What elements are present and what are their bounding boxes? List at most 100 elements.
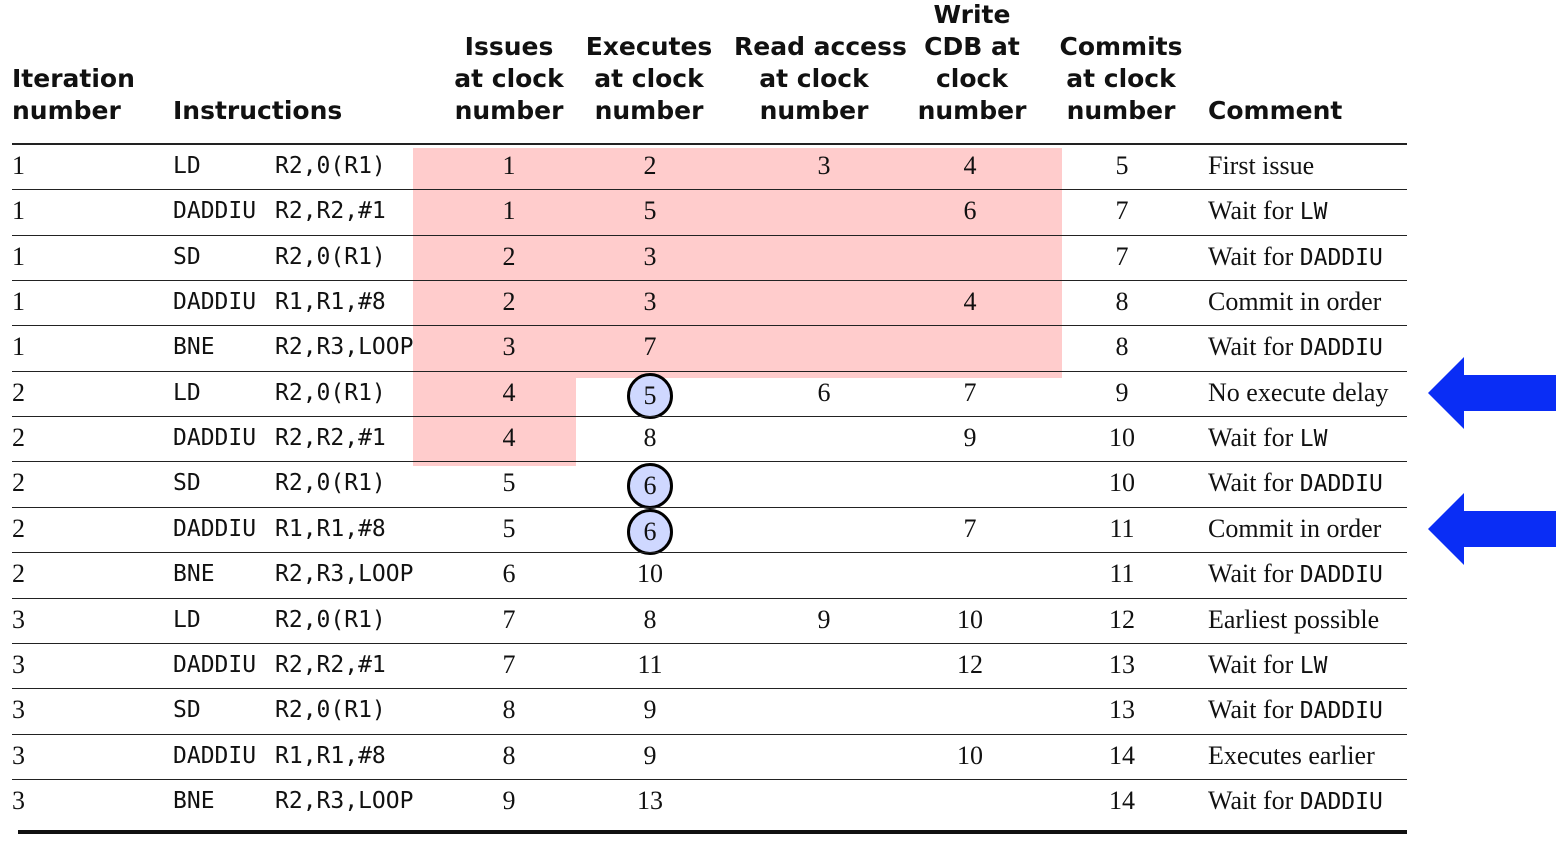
comment-text: Executes earlier: [1208, 740, 1375, 770]
write-cdb-cell: [930, 325, 1010, 369]
iteration-cell: 2: [12, 423, 25, 453]
opcode-cell: SD: [173, 697, 201, 724]
opcode-cell: LD: [173, 153, 201, 179]
commits-cell: 10: [1109, 423, 1135, 453]
operands-cell: R1,R1,#8: [275, 515, 386, 542]
comment-text: Wait for: [1208, 468, 1300, 498]
operands-cell: R2,R2,#1: [275, 425, 386, 452]
opcode-cell: DADDIU: [173, 515, 257, 542]
read-access-cell: [784, 461, 864, 505]
comment-code: DADDIU: [1299, 471, 1383, 498]
commits-cell: 7: [1115, 196, 1129, 226]
executes-cell: 2: [643, 151, 657, 180]
comment-text: Wait for: [1208, 332, 1300, 362]
row-rule: [12, 416, 1407, 417]
header-iteration: Iteration number: [12, 64, 135, 125]
write-cdb-cell: 12: [957, 649, 983, 679]
issues-cell: 6: [502, 559, 516, 589]
write-cdb-cell: [930, 688, 1010, 732]
commits-cell: 8: [1115, 332, 1129, 362]
table-row: 2 SD R2,0(R1) 5 10 6 Wait for DADDIU: [0, 461, 1567, 510]
executes-circled-cell: 6: [627, 463, 673, 510]
executes-cell: 8: [643, 604, 657, 634]
row-rule: [12, 734, 1407, 735]
header-rule: [12, 143, 1407, 145]
table-row: 3 LD R2,0(R1) 7 8 9 10 12 Earliest possible: [0, 598, 1567, 643]
executes-cell: 9: [643, 695, 657, 725]
issues-cell: 8: [502, 695, 516, 725]
operands-cell: R1,R1,#8: [275, 289, 386, 316]
header-read-access: Read access at clock number: [734, 32, 907, 125]
operands-cell: R2,0(R1): [275, 153, 386, 179]
table-row: 1 BNE R2,R3,LOOP 3 7 8 Wait for DADDIU: [0, 325, 1567, 370]
comment-code: DADDIU: [1299, 335, 1383, 362]
operands-cell: R1,R1,#8: [275, 742, 386, 769]
header-instructions: Instructions: [173, 96, 343, 125]
table-row: 2 LD R2,0(R1) 4 6 7 9 5 No execute delay: [0, 371, 1567, 419]
table-row: 3 DADDIU R1,R1,#8 8 9 10 14 Executes earlier: [0, 734, 1567, 779]
comment-cell: Wait for LW: [1208, 643, 1327, 687]
operands-cell: R2,0(R1): [275, 379, 386, 406]
executes-cell: 7: [643, 332, 657, 362]
opcode-cell: BNE: [173, 787, 215, 814]
comment-cell: Wait for DADDIU: [1208, 552, 1383, 596]
iteration-cell: 1: [12, 241, 25, 271]
arrow-left-icon: [1428, 357, 1556, 430]
comment-cell: Wait for DADDIU: [1208, 779, 1383, 823]
commits-cell: 14: [1109, 785, 1135, 815]
executes-cell: 13: [637, 785, 663, 815]
row-rule: [12, 552, 1407, 553]
opcode-cell: DADDIU: [173, 651, 257, 678]
comment-text: Commit in order: [1208, 513, 1382, 543]
table-row: 1 LD R2,0(R1) 1 2 3 4 5 First issue: [0, 144, 1567, 189]
operands-cell: R2,0(R1): [275, 697, 386, 724]
operands-cell: R2,0(R1): [275, 470, 386, 497]
operands-cell: R2,R3,LOOP: [275, 334, 414, 361]
row-rule: [12, 643, 1407, 644]
opcode-cell: DADDIU: [173, 289, 257, 316]
table-row: 1 DADDIU R2,R2,#1 1 5 6 7 Wait for LW: [0, 189, 1567, 234]
comment-cell: Commit in order: [1208, 280, 1381, 324]
comment-cell: Earliest possible: [1208, 598, 1379, 642]
iteration-cell: 3: [12, 695, 25, 725]
read-access-cell: [784, 507, 864, 551]
issues-cell: 9: [502, 785, 516, 815]
row-rule: [12, 688, 1407, 689]
write-cdb-cell: 10: [957, 740, 983, 770]
comment-cell: Wait for DADDIU: [1208, 325, 1383, 369]
row-rule: [12, 189, 1407, 190]
iteration-cell: 3: [12, 649, 25, 679]
issues-cell: 2: [502, 287, 516, 317]
comment-text: No execute delay: [1208, 377, 1389, 407]
table-row: 3 DADDIU R2,R2,#1 7 11 12 13 Wait for LW: [0, 643, 1567, 688]
comment-text: Earliest possible: [1208, 604, 1380, 634]
read-access-cell: 3: [817, 151, 831, 180]
issues-cell: 7: [502, 649, 516, 679]
executes-cell: 11: [637, 649, 663, 679]
comment-text: Wait for: [1208, 695, 1300, 725]
header-issues: Issues at clock number: [454, 32, 564, 125]
row-rule: [12, 598, 1407, 599]
executes-cell: 3: [643, 287, 657, 317]
write-cdb-cell: 6: [963, 196, 977, 226]
comment-cell: Wait for LW: [1208, 416, 1327, 460]
iteration-cell: 2: [12, 468, 25, 498]
issues-cell: 8: [502, 740, 516, 770]
opcode-cell: SD: [173, 470, 201, 497]
read-access-cell: [784, 280, 864, 324]
comment-text: Wait for: [1208, 559, 1300, 589]
iteration-cell: 2: [12, 377, 25, 407]
read-access-cell: [784, 416, 864, 460]
read-access-cell: [784, 734, 864, 778]
table-row: 2 DADDIU R2,R2,#1 4 8 9 10 Wait for LW: [0, 416, 1567, 461]
operands-cell: R2,R2,#1: [275, 198, 386, 225]
write-cdb-cell: [930, 552, 1010, 596]
iteration-cell: 1: [12, 287, 25, 317]
comment-code: DADDIU: [1299, 244, 1383, 271]
executes-cell: 5: [643, 196, 657, 226]
issues-cell: 5: [502, 468, 516, 498]
header-commits: Commits at clock number: [1059, 32, 1183, 125]
comment-text: Wait for: [1208, 785, 1300, 815]
comment-code: DADDIU: [1299, 698, 1383, 725]
table-row: 3 BNE R2,R3,LOOP 9 13 14 Wait for DADDIU: [0, 779, 1567, 824]
